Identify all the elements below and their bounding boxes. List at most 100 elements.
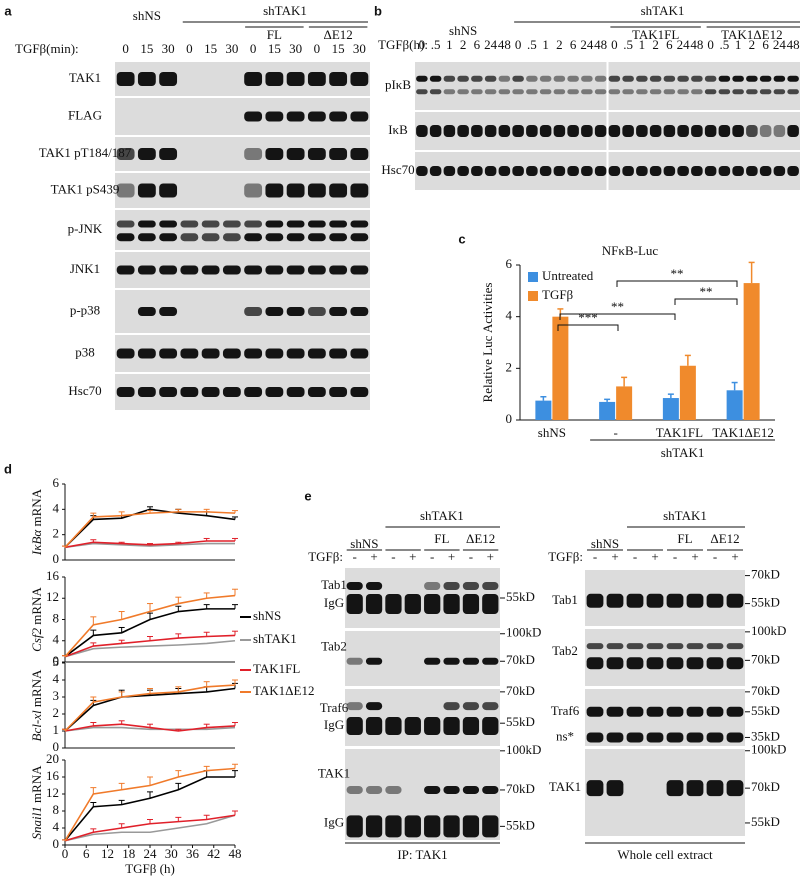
blot-band: [471, 75, 483, 82]
blot-band: [666, 780, 684, 797]
blot-band: [498, 125, 511, 137]
y-tick-label: 4: [506, 308, 513, 323]
blot-band: [512, 166, 524, 176]
time-value: .5: [720, 37, 730, 52]
line: [64, 726, 236, 732]
blot-band: [346, 702, 363, 711]
group-label: shNS: [133, 8, 161, 23]
blot: [115, 98, 370, 135]
blot-band: [608, 75, 621, 82]
blot-band: [443, 75, 456, 82]
blot-band: [307, 148, 326, 160]
row-label: FLAG: [68, 107, 102, 122]
blot-band: [159, 72, 178, 86]
x-tick-label: 0: [62, 846, 69, 861]
blot-band: [286, 265, 305, 275]
size-marker: 70kD: [506, 652, 535, 667]
blot-band: [691, 75, 703, 82]
blot-band: [286, 348, 305, 359]
legend-label: shNS: [253, 608, 281, 623]
blot-band: [116, 387, 135, 397]
blot-band: [608, 166, 621, 176]
line: [64, 814, 236, 842]
y-tick-label: 6: [506, 256, 513, 271]
blot-band: [594, 89, 607, 95]
blot-band: [385, 717, 402, 736]
blot-band: [594, 125, 607, 137]
blot-band: [498, 75, 511, 82]
blot-band: [350, 183, 369, 198]
blot-band: [329, 111, 348, 122]
blot-band: [443, 702, 460, 711]
y-tick-label: 12: [46, 785, 59, 800]
row-label: Hsc70: [68, 383, 101, 398]
time-value: .5: [623, 37, 633, 52]
blot-band: [759, 125, 772, 137]
x-tick-label: 6: [83, 846, 90, 861]
blot-band: [539, 75, 552, 82]
blot-band: [180, 348, 199, 359]
row-label: Traf6: [551, 703, 580, 718]
y-axis-label-unit: mRNA: [29, 669, 44, 707]
legend-label: Untreated: [542, 268, 594, 283]
blot-band: [567, 125, 579, 137]
blot-band: [265, 387, 284, 397]
blot-band: [787, 166, 799, 176]
blot-band: [581, 89, 593, 95]
blot-band: [307, 220, 326, 228]
blot-band: [706, 732, 724, 743]
blot-band: [726, 643, 744, 650]
y-tick-label: 8: [53, 802, 60, 817]
size-marker: 70kD: [506, 781, 535, 796]
blot-band: [244, 307, 263, 316]
group-label: shTAK1: [661, 445, 705, 460]
size-marker: 70kD: [751, 567, 780, 582]
blot-band: [385, 785, 402, 794]
legend-label: shTAK1: [253, 631, 297, 646]
blot-band: [677, 89, 689, 95]
legend-label: TAK1ΔE12: [253, 683, 314, 698]
treatment-sign: -: [713, 549, 717, 564]
size-marker: 55kD: [506, 714, 535, 729]
blot-band: [307, 233, 326, 242]
significance-label: **: [700, 284, 713, 299]
blot-band: [424, 815, 441, 838]
blot-band: [718, 125, 731, 137]
y-axis-label: Csf2 mRNA: [29, 587, 44, 652]
blot-band: [626, 657, 644, 670]
blot-band: [286, 72, 305, 86]
subgroup-label: ΔE12: [323, 27, 352, 42]
line: [64, 542, 235, 549]
blot-band: [443, 657, 460, 665]
blot-band: [159, 307, 178, 316]
blot-band: [626, 593, 644, 608]
time-value: 30: [353, 41, 366, 56]
y-tick-label: 16: [46, 568, 60, 583]
blot-band: [686, 732, 704, 743]
treatment-sign: +: [651, 549, 658, 564]
y-tick-label: 4: [53, 632, 60, 647]
blot-band: [512, 75, 524, 82]
blot-band: [307, 183, 326, 198]
y-tick-label: 16: [46, 768, 60, 783]
blot-band: [677, 75, 689, 82]
y-tick-label: 2: [53, 526, 60, 541]
blot-band: [222, 387, 241, 397]
blot-band: [787, 125, 799, 137]
blot-band: [350, 265, 369, 275]
blot-band: [443, 717, 460, 736]
blot-band: [787, 89, 799, 95]
blot-band: [244, 183, 263, 198]
x-tick-label: 36: [186, 846, 200, 861]
blot-band: [663, 166, 676, 176]
row-label: p38: [75, 344, 95, 359]
row-label: IgG: [324, 815, 344, 830]
blot-band: [646, 732, 664, 743]
group-label: shTAK1: [263, 3, 307, 18]
y-axis-label-unit: mRNA: [29, 488, 44, 526]
y-tick-label: 12: [46, 589, 59, 604]
blot-band: [346, 717, 363, 736]
time-value: 2: [460, 37, 467, 52]
blot-band: [222, 233, 241, 242]
blot-band: [137, 387, 156, 397]
